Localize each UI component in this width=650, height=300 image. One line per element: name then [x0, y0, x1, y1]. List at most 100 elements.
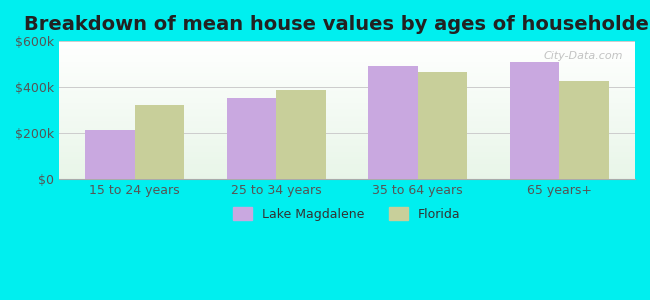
Bar	[59, 120, 635, 122]
Bar	[59, 61, 635, 62]
Bar	[59, 44, 635, 45]
Bar	[59, 82, 635, 84]
Bar	[59, 76, 635, 77]
Legend: Lake Magdalene, Florida: Lake Magdalene, Florida	[228, 202, 466, 226]
Bar	[59, 174, 635, 175]
Bar	[418, 72, 467, 179]
Bar	[59, 161, 635, 163]
Bar	[59, 94, 635, 95]
Bar	[59, 145, 635, 146]
Bar	[59, 87, 635, 88]
Bar	[276, 89, 326, 179]
Bar	[59, 123, 635, 124]
Bar	[59, 153, 635, 154]
Bar	[59, 117, 635, 119]
Bar	[59, 172, 635, 174]
Bar	[59, 64, 635, 66]
Title: Breakdown of mean house values by ages of householders: Breakdown of mean house values by ages o…	[24, 15, 650, 34]
Bar	[59, 59, 635, 61]
Bar	[59, 56, 635, 58]
Bar	[59, 124, 635, 125]
Bar	[59, 127, 635, 128]
Bar	[59, 156, 635, 157]
Bar	[59, 130, 635, 131]
Bar	[59, 77, 635, 79]
Bar	[59, 143, 635, 145]
Bar	[59, 107, 635, 109]
Bar	[59, 166, 635, 167]
Bar	[59, 89, 635, 91]
Bar	[135, 104, 184, 179]
Bar	[59, 154, 635, 156]
Bar	[227, 98, 276, 179]
Bar	[59, 178, 635, 179]
Bar	[59, 122, 635, 123]
Bar	[59, 58, 635, 59]
Bar	[59, 110, 635, 112]
Bar	[59, 45, 635, 46]
Bar	[59, 164, 635, 166]
Bar	[59, 171, 635, 172]
Bar	[59, 69, 635, 70]
Bar	[59, 97, 635, 98]
Bar	[59, 88, 635, 89]
Bar	[59, 148, 635, 149]
Bar	[59, 100, 635, 102]
Bar	[59, 55, 635, 56]
Bar	[59, 136, 635, 138]
Bar	[59, 157, 635, 159]
Bar	[59, 46, 635, 48]
Bar	[59, 125, 635, 127]
Bar	[59, 98, 635, 99]
Bar	[59, 113, 635, 114]
Bar	[59, 105, 635, 106]
Bar	[59, 128, 635, 130]
Bar	[59, 160, 635, 161]
Bar	[59, 63, 635, 64]
Bar	[59, 80, 635, 81]
Bar	[59, 48, 635, 50]
Bar	[59, 102, 635, 104]
Bar	[59, 142, 635, 143]
Bar	[59, 167, 635, 168]
Bar	[59, 131, 635, 132]
Bar	[59, 50, 635, 51]
Bar	[510, 62, 559, 179]
Bar	[59, 81, 635, 83]
Bar	[59, 99, 635, 101]
Bar	[59, 146, 635, 148]
Bar	[59, 114, 635, 116]
Bar	[59, 106, 635, 107]
Bar	[59, 54, 635, 55]
Bar	[59, 92, 635, 94]
Bar	[59, 91, 635, 92]
Bar	[59, 168, 635, 170]
Bar	[59, 41, 635, 43]
Text: City-Data.com: City-Data.com	[544, 51, 623, 61]
Bar	[59, 118, 635, 120]
Bar	[59, 109, 635, 110]
Bar	[59, 177, 635, 178]
Bar	[59, 85, 635, 87]
Bar	[59, 175, 635, 177]
Bar	[59, 149, 635, 150]
Bar	[59, 95, 635, 97]
Bar	[59, 152, 635, 153]
Bar	[59, 62, 635, 63]
Bar	[59, 74, 635, 76]
Bar	[59, 135, 635, 136]
Bar	[59, 159, 635, 160]
Bar	[59, 112, 635, 113]
Bar	[59, 72, 635, 73]
Bar	[59, 134, 635, 135]
Bar	[59, 150, 635, 152]
Bar	[59, 66, 635, 68]
Bar	[59, 51, 635, 52]
Bar	[59, 68, 635, 69]
Bar	[559, 82, 609, 179]
Bar	[59, 170, 635, 171]
Bar	[59, 43, 635, 44]
Bar	[59, 141, 635, 142]
Bar	[59, 73, 635, 74]
Bar	[59, 70, 635, 72]
